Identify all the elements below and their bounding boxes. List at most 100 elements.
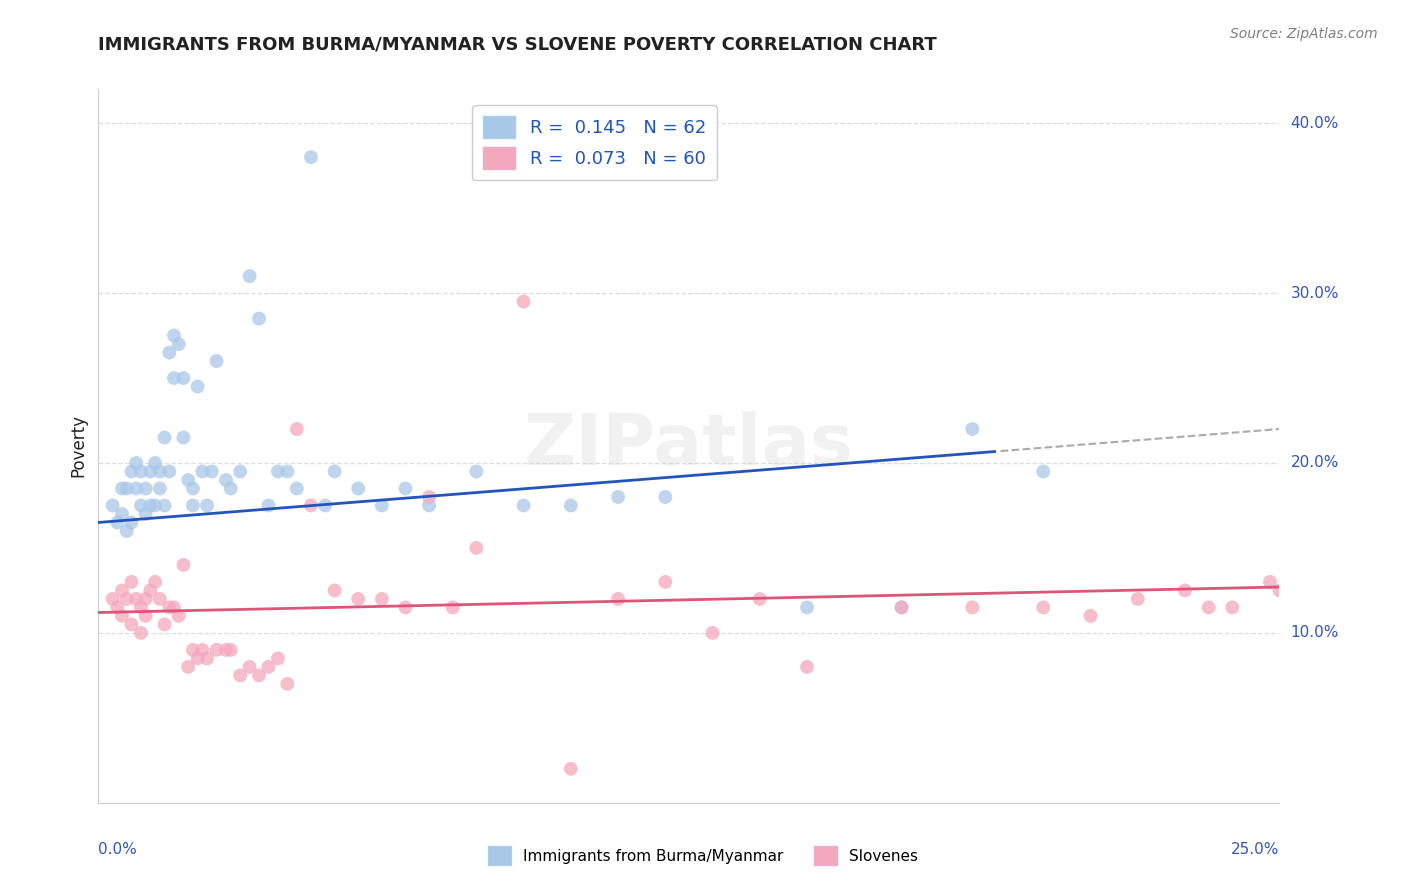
Point bbox=[157, 600, 180, 615]
Point bbox=[139, 499, 162, 513]
Point bbox=[105, 600, 128, 615]
Point bbox=[125, 482, 148, 496]
Point bbox=[1126, 591, 1149, 606]
Point bbox=[229, 668, 252, 682]
Point bbox=[121, 465, 143, 479]
Point bbox=[299, 150, 322, 164]
Text: 25.0%: 25.0% bbox=[1232, 842, 1279, 856]
Point bbox=[153, 430, 176, 444]
Text: 20.0%: 20.0% bbox=[1291, 456, 1339, 470]
Point bbox=[195, 651, 218, 665]
Text: 0.0%: 0.0% bbox=[98, 842, 138, 856]
Point bbox=[153, 617, 176, 632]
Point bbox=[1258, 574, 1281, 589]
Point bbox=[215, 473, 238, 487]
Point bbox=[276, 465, 298, 479]
Point bbox=[111, 507, 134, 521]
Point bbox=[111, 583, 134, 598]
Point bbox=[139, 583, 162, 598]
Point bbox=[125, 456, 148, 470]
Point bbox=[163, 328, 186, 343]
Point bbox=[1080, 608, 1102, 623]
Point bbox=[1198, 600, 1220, 615]
Text: Source: ZipAtlas.com: Source: ZipAtlas.com bbox=[1230, 27, 1378, 41]
Point bbox=[465, 465, 488, 479]
Point bbox=[125, 591, 148, 606]
Point bbox=[1032, 465, 1054, 479]
Point bbox=[135, 608, 157, 623]
Point bbox=[139, 465, 162, 479]
Point bbox=[465, 541, 488, 555]
Point bbox=[135, 591, 157, 606]
Point bbox=[191, 643, 214, 657]
Point bbox=[105, 516, 128, 530]
Point bbox=[121, 574, 143, 589]
Text: 40.0%: 40.0% bbox=[1291, 116, 1339, 131]
Point bbox=[418, 499, 440, 513]
Point bbox=[257, 660, 280, 674]
Point bbox=[239, 269, 262, 284]
Point bbox=[314, 499, 336, 513]
Point bbox=[371, 499, 394, 513]
Point bbox=[796, 660, 818, 674]
Point bbox=[143, 456, 166, 470]
Point bbox=[163, 371, 186, 385]
Point bbox=[890, 600, 912, 615]
Point bbox=[347, 482, 370, 496]
Point bbox=[157, 345, 180, 359]
Point bbox=[111, 482, 134, 496]
Point bbox=[187, 379, 209, 393]
Text: ZIPatlas: ZIPatlas bbox=[524, 411, 853, 481]
Point bbox=[239, 660, 262, 674]
Point bbox=[149, 465, 172, 479]
Text: 30.0%: 30.0% bbox=[1291, 285, 1339, 301]
Text: 10.0%: 10.0% bbox=[1291, 625, 1339, 640]
Point bbox=[111, 608, 134, 623]
Point bbox=[121, 516, 143, 530]
Point bbox=[157, 465, 180, 479]
Point bbox=[129, 465, 152, 479]
Point bbox=[215, 643, 238, 657]
Point bbox=[654, 490, 676, 504]
Point bbox=[962, 422, 984, 436]
Point bbox=[1174, 583, 1197, 598]
Point bbox=[167, 337, 190, 351]
Point bbox=[418, 490, 440, 504]
Point bbox=[1268, 583, 1291, 598]
Legend: R =  0.145   N = 62, R =  0.073   N = 60: R = 0.145 N = 62, R = 0.073 N = 60 bbox=[472, 105, 717, 180]
Point bbox=[323, 465, 346, 479]
Point bbox=[247, 668, 270, 682]
Point bbox=[129, 626, 152, 640]
Point bbox=[748, 591, 770, 606]
Point bbox=[560, 762, 582, 776]
Point bbox=[796, 600, 818, 615]
Point bbox=[177, 660, 200, 674]
Point bbox=[276, 677, 298, 691]
Point bbox=[205, 354, 228, 368]
Point bbox=[257, 499, 280, 513]
Point bbox=[195, 499, 218, 513]
Point bbox=[153, 499, 176, 513]
Point bbox=[247, 311, 270, 326]
Point bbox=[219, 482, 242, 496]
Point bbox=[890, 600, 912, 615]
Point bbox=[167, 608, 190, 623]
Point bbox=[299, 499, 322, 513]
Point bbox=[143, 574, 166, 589]
Point bbox=[101, 591, 124, 606]
Point bbox=[181, 643, 204, 657]
Legend: Immigrants from Burma/Myanmar, Slovenes: Immigrants from Burma/Myanmar, Slovenes bbox=[482, 840, 924, 871]
Point bbox=[702, 626, 724, 640]
Point bbox=[149, 482, 172, 496]
Point bbox=[135, 507, 157, 521]
Point bbox=[135, 482, 157, 496]
Point bbox=[654, 574, 676, 589]
Point bbox=[181, 482, 204, 496]
Point bbox=[441, 600, 464, 615]
Point bbox=[323, 583, 346, 598]
Point bbox=[121, 617, 143, 632]
Point bbox=[115, 524, 138, 538]
Point bbox=[201, 465, 224, 479]
Point bbox=[172, 430, 194, 444]
Text: IMMIGRANTS FROM BURMA/MYANMAR VS SLOVENE POVERTY CORRELATION CHART: IMMIGRANTS FROM BURMA/MYANMAR VS SLOVENE… bbox=[98, 36, 938, 54]
